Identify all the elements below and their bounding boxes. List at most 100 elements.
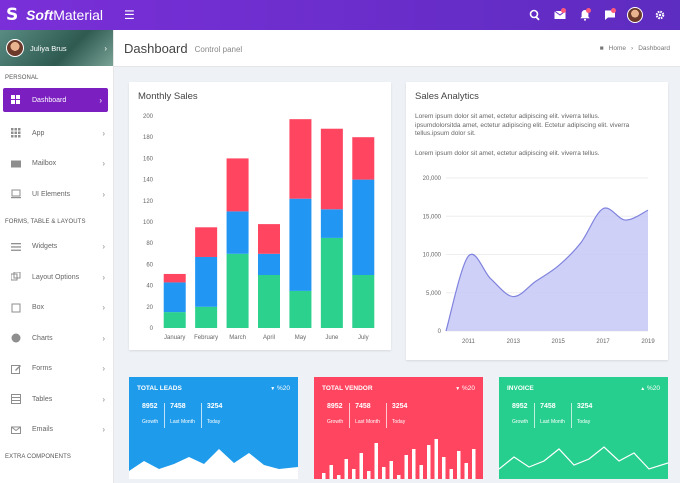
y-tick-label: 20 [146, 305, 153, 311]
monthly-sales-title: Monthly Sales [138, 91, 198, 102]
pie-chart-icon [11, 333, 21, 343]
sidebar-item-widgets[interactable]: Widgets › [0, 232, 113, 263]
x-tick-label: March [229, 335, 246, 341]
stat-sparkline [322, 439, 476, 479]
bar-segment [352, 275, 375, 328]
sidebar-item-tables[interactable]: Tables › [0, 384, 113, 415]
x-tick-label: May [295, 335, 306, 341]
analytics-description-2: Lorem ipsum dolor sit amet, ectetur adip… [415, 150, 600, 157]
sidebar-item-ui-elements[interactable]: UI Elements › [0, 179, 113, 210]
bar-segment [289, 290, 312, 328]
mail-icon[interactable] [547, 0, 572, 30]
hamburger-menu-icon[interactable]: ☰ [124, 8, 135, 22]
brand-logo[interactable]: S Soft Material [0, 7, 114, 24]
bar-segment [258, 253, 280, 275]
stat-title: INVOICE [507, 385, 534, 392]
y-tick-label: 15,000 [423, 214, 442, 220]
search-icon[interactable] [522, 0, 547, 30]
bell-icon[interactable] [572, 0, 597, 30]
trend-down-icon: ▼ [270, 386, 276, 392]
sidebar-item-charts[interactable]: Charts › [0, 323, 113, 354]
stat-change: ▼ %20 [455, 385, 475, 392]
area-series [446, 207, 648, 331]
section-personal: PERSONAL [5, 75, 39, 81]
sales-analytics-title: Sales Analytics [415, 91, 479, 102]
bar-segment [289, 198, 312, 291]
breadcrumb: ■ Home › Dashboard [600, 45, 670, 52]
chevron-right-icon: › [102, 159, 105, 169]
user-avatar[interactable] [622, 0, 647, 30]
sidebar-item-mailbox[interactable]: Mailbox › [0, 149, 113, 180]
chevron-right-icon: › [99, 95, 102, 105]
y-tick-label: 0 [150, 326, 154, 332]
x-tick-label: 2011 [462, 339, 476, 345]
bar-segment [163, 282, 186, 313]
sidebar-item-label: App [32, 129, 45, 137]
bar-segment [258, 224, 280, 254]
x-tick-label: April [263, 335, 275, 341]
stat-title: TOTAL LEADS [137, 385, 182, 392]
stat-change: ▲ %20 [640, 385, 660, 392]
sidebar-item-app[interactable]: App › [0, 118, 113, 149]
sidebar-item-label: UI Elements [32, 190, 71, 198]
sidebar-item-layout-options[interactable]: Layout Options › [0, 262, 113, 293]
chat-icon[interactable] [597, 0, 622, 30]
sales-analytics-card: Sales Analytics Lorem ipsum dolor sit am… [406, 82, 668, 360]
x-tick-label: 2019 [641, 339, 655, 345]
bar-segment [320, 209, 343, 238]
dashboard-icon [11, 95, 20, 104]
chevron-right-icon: › [102, 394, 105, 404]
y-tick-label: 20,000 [423, 176, 442, 182]
stat-metric: 7458 Last Month [349, 403, 386, 428]
sidebar-item-dashboard[interactable]: Dashboard › [3, 88, 108, 112]
sidebar-item-forms[interactable]: Forms › [0, 354, 113, 385]
user-panel[interactable]: Juliya Brus › [0, 30, 113, 66]
breadcrumb-current: Dashboard [638, 44, 670, 52]
sidebar-item-label: Layout Options [32, 273, 80, 281]
y-tick-label: 200 [143, 114, 154, 120]
chevron-right-icon: › [104, 43, 107, 53]
stat-card-total-leads: TOTAL LEADS ▼ %20 8952 Growth 7458 Last Month… [129, 377, 298, 479]
chevron-right-icon: › [102, 242, 105, 252]
breadcrumb-home[interactable]: Home [608, 44, 627, 52]
trend-down-icon: ▼ [455, 386, 461, 392]
stat-metric: 7458 Last Month [164, 403, 201, 428]
chevron-right-icon: › [102, 364, 105, 374]
grid-icon [11, 128, 21, 138]
bar-segment [320, 237, 343, 328]
x-tick-label: July [358, 335, 369, 341]
x-tick-label: 2017 [596, 339, 610, 345]
x-tick-label: February [194, 335, 218, 341]
sidebar-item-box[interactable]: Box › [0, 293, 113, 324]
chevron-right-icon: › [102, 333, 105, 343]
y-tick-label: 120 [143, 199, 154, 205]
box-icon [11, 303, 21, 313]
monthly-sales-card: Monthly Sales 0 20 40 60 80 100 120 140 160 180 20… [129, 82, 391, 350]
bar-segment [226, 253, 249, 328]
sidebar-item-emails[interactable]: Emails › [0, 415, 113, 446]
stat-metric: 3254 Today [385, 403, 414, 428]
stat-metric: 8952 Growth [512, 403, 529, 425]
sidebar-item-label: Mailbox [32, 160, 57, 168]
user-avatar-image [6, 39, 24, 57]
bar-segment [195, 306, 218, 328]
bar-segment [195, 227, 218, 257]
sidebar-item-label: Tables [32, 395, 53, 403]
home-icon: ■ [599, 44, 604, 52]
stat-sparkline [499, 446, 668, 470]
y-tick-label: 180 [143, 135, 154, 141]
sidebar-item-label: Box [32, 304, 45, 312]
sidebar-item-label: Widgets [32, 243, 58, 251]
laptop-icon [11, 189, 21, 199]
settings-gear-icon[interactable] [647, 0, 672, 30]
sidebar: Juliya Brus › PERSONAL Dashboard › App › Mai… [0, 30, 114, 483]
x-tick-label: 2015 [552, 339, 566, 345]
user-name: Juliya Brus [30, 43, 67, 53]
page-subtitle: Control panel [194, 45, 243, 54]
bar-segment [289, 119, 312, 199]
bar-segment [320, 128, 343, 210]
list-icon [11, 242, 21, 251]
stat-card-total-vendor: TOTAL VENDOR ▼ %20 8952 Growth 7458 Last Mont… [314, 377, 483, 479]
sidebar-item-label: Forms [32, 365, 52, 373]
stat-metric: 8952 Growth [327, 403, 344, 425]
